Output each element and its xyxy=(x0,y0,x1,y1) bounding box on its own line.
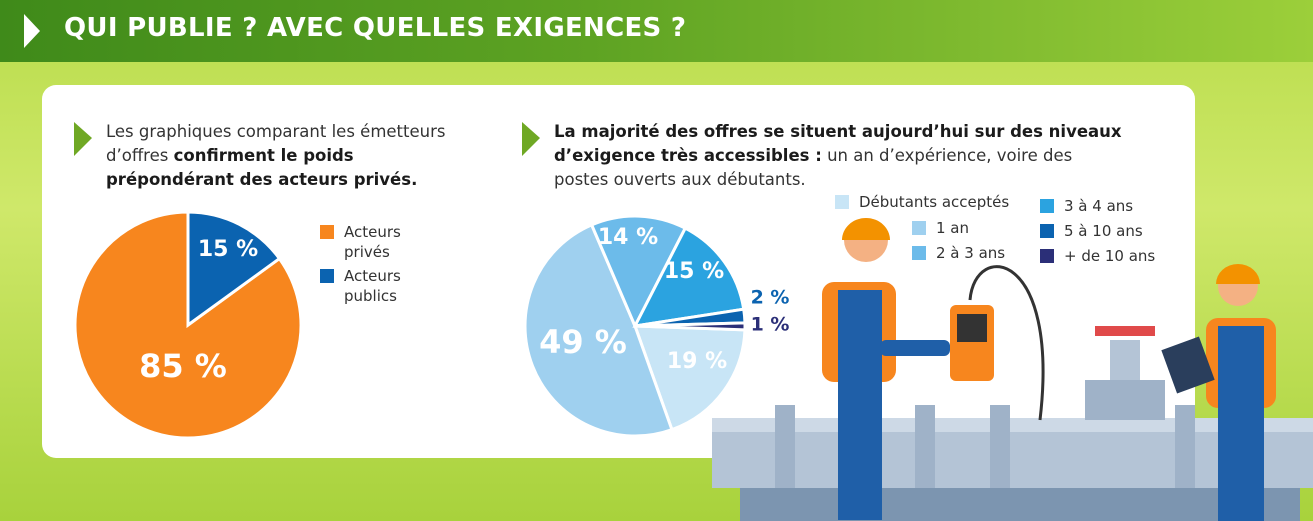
pie-slice xyxy=(632,226,746,328)
legend-swatch xyxy=(835,195,849,209)
data-label: 15 % xyxy=(198,237,258,262)
illustration xyxy=(712,218,1313,521)
legend-label: + de 10 ans xyxy=(1064,247,1156,265)
header-title: QUI PUBLIE ? AVEC QUELLES EXIGENCES ? xyxy=(64,13,687,43)
legend-swatch xyxy=(1040,249,1054,263)
legend-label: Acteurs publics xyxy=(344,267,401,305)
intro-text: La majorité des offres se situent aujour… xyxy=(554,120,1129,192)
legend-swatch xyxy=(1040,199,1054,213)
bullet xyxy=(522,122,540,156)
data-label: 14 % xyxy=(598,225,658,250)
pie xyxy=(73,210,303,440)
legend-swatch xyxy=(912,221,926,235)
legend-label: 3 à 4 ans xyxy=(1064,197,1134,215)
pie-slice xyxy=(523,222,674,438)
legend-swatch xyxy=(320,269,334,283)
bullet xyxy=(74,122,92,156)
legend-label: 2 à 3 ans xyxy=(936,244,1006,262)
data-label: 1 % xyxy=(751,314,790,336)
intro-text-bold: confirment le poids prépondérant des act… xyxy=(106,146,418,189)
header-band: QUI PUBLIE ? AVEC QUELLES EXIGENCES ? xyxy=(0,0,1313,62)
pie xyxy=(523,214,747,438)
legend-label: 1 an xyxy=(936,219,970,237)
pie-slice xyxy=(73,210,303,440)
legend-swatch xyxy=(320,225,334,239)
data-label: 19 % xyxy=(667,349,727,374)
intro-text-part: un an d’expérience, voire des postes ouv… xyxy=(554,146,1073,189)
intro-text-bold: La majorité des offres se situent aujour… xyxy=(554,122,1122,165)
header-arrow xyxy=(24,14,40,48)
pie-slice xyxy=(634,321,747,332)
pie-slice xyxy=(632,324,747,432)
legend-label: 5 à 10 ans xyxy=(1064,222,1143,240)
pie-slice xyxy=(186,210,282,328)
data-label: 2 % xyxy=(751,287,790,309)
legend-label: Débutants acceptés xyxy=(859,193,1010,211)
data-label: 85 % xyxy=(139,347,227,385)
intro-text-part: Les graphiques comparant les émetteurs d… xyxy=(106,122,446,165)
pie-slice xyxy=(589,214,688,330)
data-label: 49 % xyxy=(539,323,627,361)
intro-text: Les graphiques comparant les émetteurs d… xyxy=(106,120,476,192)
legend-swatch xyxy=(1040,224,1054,238)
legend-label: Acteurs privés xyxy=(344,223,401,261)
legend-swatch xyxy=(912,246,926,260)
data-label: 15 % xyxy=(664,259,724,284)
